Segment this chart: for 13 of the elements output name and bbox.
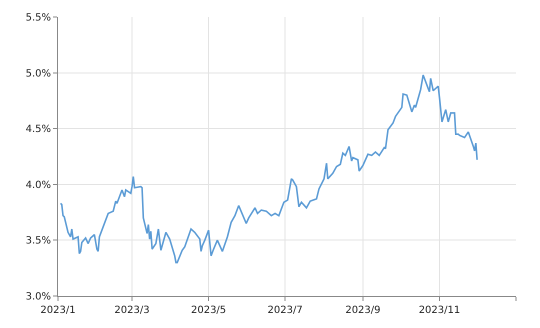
x-tick-label: 2023/9 (345, 305, 381, 316)
line-series (60, 74, 478, 264)
y-tick-label: 4.5% (26, 124, 51, 136)
y-tick-label: 3.0% (26, 292, 51, 302)
x-tick-label: 2023/11 (418, 305, 460, 316)
y-tick-label: 4.0% (26, 180, 51, 191)
y-tick-label: 5.0% (26, 68, 51, 80)
x-tick-label: 2023/3 (114, 305, 150, 316)
x-tick-label: 2023/5 (190, 305, 226, 316)
y-tick-label: 3.5% (26, 236, 51, 247)
y-tick-label: 5.5% (26, 12, 51, 24)
x-tick-label: 2023/1 (40, 305, 76, 316)
x-tick-label: 2023/7 (268, 305, 303, 316)
